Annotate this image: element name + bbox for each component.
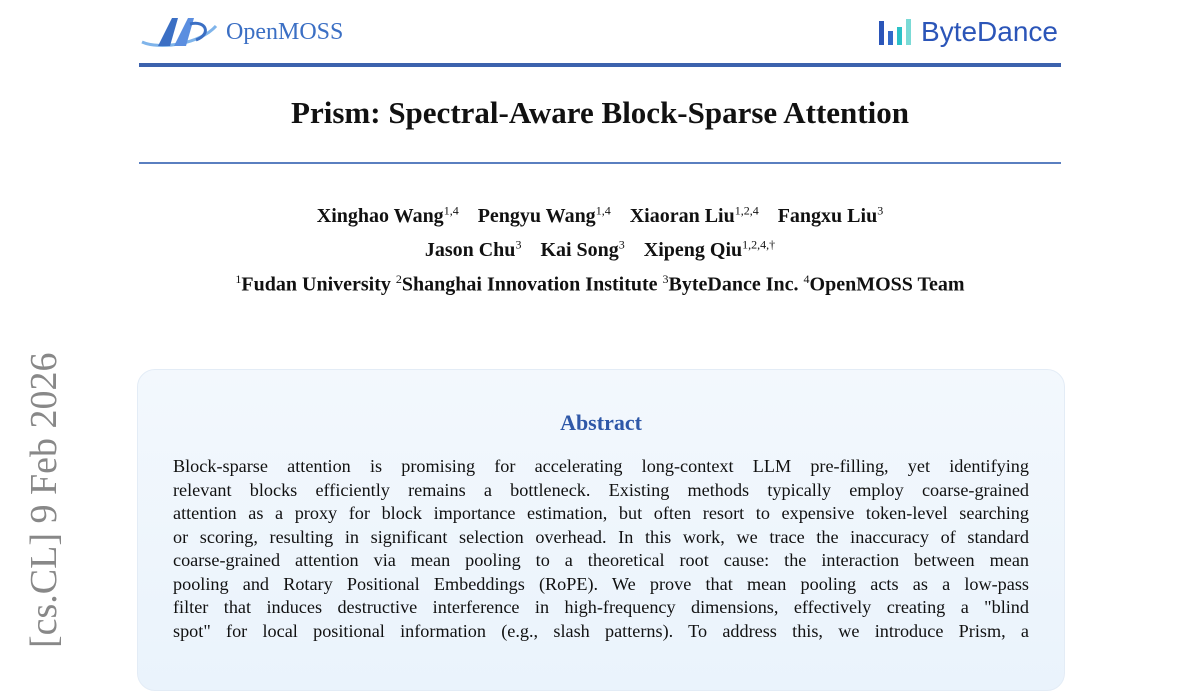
abstract-heading: Abstract (560, 410, 642, 435)
openmoss-logo-text: OpenMOSS (226, 18, 344, 45)
paper-title: Prism: Spectral-Aware Block-Sparse Atten… (291, 95, 909, 130)
abstract-line: relevant blocks efficiently remains a bo… (173, 479, 1029, 500)
abstract-line: coarse-grained attention via mean poolin… (173, 550, 1029, 570)
abstract-line: or scoring, resulting in significant sel… (173, 526, 1029, 547)
author: Kai Song3 (540, 237, 625, 262)
author: Pengyu Wang1,4 (477, 203, 611, 227)
abstract-line: attention as a proxy for block importanc… (173, 503, 1029, 523)
bytedance-logo: ByteDance (879, 16, 1058, 48)
arxiv-side-stamp: [cs.CL] 9 Feb 2026 (23, 352, 65, 648)
author: Fangxu Liu3 (777, 203, 884, 227)
author: Xipeng Qiu1,2,4,† (643, 237, 776, 262)
abstract-box: Abstract Block-sparse attention is promi… (137, 369, 1065, 691)
title-rule (139, 162, 1061, 164)
author-block: Xinghao Wang1,4 Pengyu Wang1,4 Xiaoran L… (0, 196, 1200, 300)
affiliations: 1Fudan University 2Shanghai Innovation I… (235, 272, 965, 296)
abstract-line: spot" for local positional information (… (173, 620, 1029, 641)
openmoss-logo-icon (141, 18, 218, 47)
abstract-line: filter that induces destructive interfer… (173, 597, 1029, 617)
header-rule (139, 63, 1061, 67)
abstract-line: pooling and Rotary Positional Embeddings… (173, 573, 1029, 594)
author: Xinghao Wang1,4 (316, 203, 459, 227)
author: Jason Chu3 (424, 237, 522, 262)
openmoss-logo: OpenMOSS (140, 14, 343, 50)
bytedance-logo-icon (879, 19, 912, 45)
abstract-line: Block-sparse attention is promising for … (173, 456, 1029, 476)
bytedance-logo-text: ByteDance (921, 16, 1058, 47)
abstract-text: Block-sparse attention is promising for … (173, 455, 1029, 643)
author: Xiaoran Liu1,2,4 (629, 203, 759, 227)
